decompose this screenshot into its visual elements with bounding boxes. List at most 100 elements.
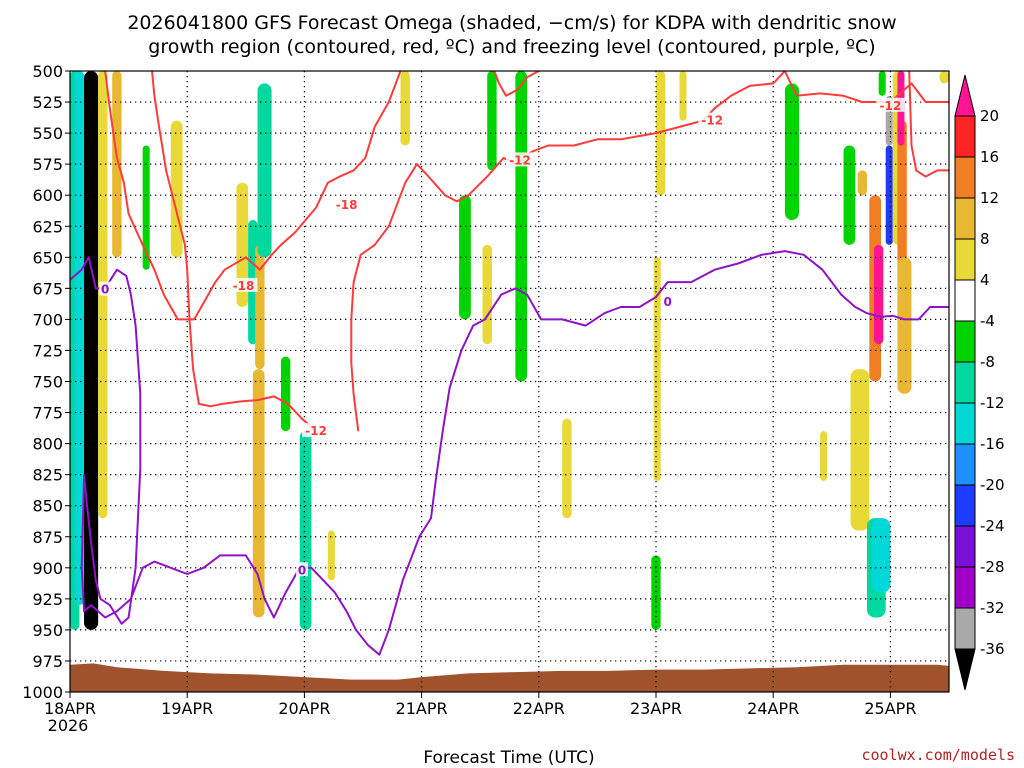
omega-shade-24 (679, 71, 687, 121)
y-tick-label-825: 825 (32, 466, 63, 485)
y-tick-label-525: 525 (32, 93, 63, 112)
y-tick-label-625: 625 (32, 217, 63, 236)
omega-shade-29 (857, 170, 867, 196)
omega-shade-42 (939, 71, 949, 84)
contour-label-bg-6 (876, 97, 905, 112)
contour-label-5: -12 (701, 114, 723, 128)
omega-shade-7 (170, 120, 183, 258)
colorbar-label-9: -16 (980, 435, 1005, 453)
y-tick-label-725: 725 (32, 341, 63, 360)
omega-shade-32 (873, 244, 884, 345)
ground-surface (70, 663, 949, 692)
omega-shade-27 (843, 145, 856, 245)
y-tick-label-750: 750 (32, 373, 63, 392)
y-tick-label-675: 675 (32, 279, 63, 298)
contour-line--12-5 (783, 70, 949, 103)
omega-shade-13 (280, 356, 291, 432)
contour-line--12-4 (493, 70, 540, 97)
colorbar-label-13: -32 (980, 599, 1005, 617)
chart-title-line-2: growth region (contoured, red, ºC) and f… (148, 36, 875, 58)
contour-label-bg-3 (302, 423, 331, 438)
omega-shade-15 (327, 530, 335, 581)
y-tick-label-850: 850 (32, 497, 63, 516)
colorbar-bin-4 (954, 197, 976, 240)
colorbar-label-3: 12 (980, 189, 999, 207)
colorbar-label-4: 8 (980, 230, 990, 248)
chart-title-line-1: 2026041800 GFS Forecast Omega (shaded, −… (127, 12, 896, 34)
contour-layer (69, 70, 949, 656)
terrain-surface-layer (70, 663, 949, 692)
contour-label-layer: -18 -18 -12 -12 -12 -12 0 0 0 (99, 97, 905, 577)
omega-shading-layer (70, 71, 949, 630)
colorbar-bin-5 (954, 238, 976, 281)
x-tick-label-19APR: 19APR (161, 699, 213, 718)
contour-label-8: 0 (298, 563, 306, 577)
contour-label-bg-4 (506, 152, 535, 167)
colorbar-label-11: -24 (980, 517, 1005, 535)
contour-line--18-2 (151, 70, 317, 432)
y-tick-label-550: 550 (32, 124, 63, 143)
contour-label-1: -18 (336, 198, 358, 212)
colorbar-label-7: -8 (980, 353, 995, 371)
omega-shade-19 (487, 71, 497, 171)
x-tick-sublabel-18APR: 2026 (48, 716, 89, 735)
x-tick-label-18APR: 18APR (44, 699, 96, 718)
colorbar-bin-6 (954, 279, 976, 322)
colorbar-label-8: -12 (980, 394, 1005, 412)
y-tick-label-925: 925 (32, 590, 63, 609)
colorbar-bin-3 (954, 156, 976, 199)
omega-shade-25 (651, 555, 661, 630)
colorbar-bin-11 (954, 484, 976, 527)
contour-label-6: -12 (880, 99, 902, 113)
x-axis-label: Forecast Time (UTC) (423, 748, 594, 768)
contour-label-4: -12 (509, 153, 531, 167)
x-tick-label-21APR: 21APR (396, 699, 448, 718)
x-tick-label-20APR: 20APR (278, 699, 330, 718)
colorbar-label-10: -20 (980, 476, 1005, 494)
y-tick-label-700: 700 (32, 310, 63, 329)
contour-label-bg-1 (332, 197, 361, 212)
omega-shade-28 (820, 431, 828, 481)
colorbar-bin-1 (954, 74, 976, 117)
y-tick-label-800: 800 (32, 435, 63, 454)
colorbar-label-6: -4 (980, 312, 995, 330)
colorbar-bin-7 (954, 320, 976, 363)
omega-shade-5 (112, 71, 122, 258)
contour-label-7: 0 (101, 283, 109, 297)
contour-label-bg-9 (661, 294, 674, 309)
omega-shade-41 (897, 257, 912, 394)
contour-label-bg-7 (99, 281, 112, 296)
omega-shade-30 (850, 369, 870, 531)
omega-shade-26 (784, 83, 799, 221)
omega-shade-35 (871, 518, 891, 593)
contour-label-bg-5 (698, 112, 727, 127)
x-tick-label-23APR: 23APR (630, 699, 682, 718)
contour-line-0-8 (80, 250, 949, 656)
y-tick-label-600: 600 (32, 186, 63, 205)
omega-shade-6 (142, 145, 150, 270)
colorbar-bin-14 (954, 607, 976, 650)
y-tick-label-1000: 1000 (22, 683, 63, 702)
y-tick-label-950: 950 (32, 621, 63, 640)
plot-area (70, 71, 949, 692)
colorbar-bin-13 (954, 566, 976, 609)
contour-line-0-7 (69, 256, 142, 625)
y-tick-label-900: 900 (32, 559, 63, 578)
omega-shade-22 (653, 257, 661, 481)
omega-shade-14 (299, 431, 312, 630)
omega-shade-11 (257, 83, 272, 258)
x-tick-label-25APR: 25APR (864, 699, 916, 718)
colorbar-label-5: 4 (980, 271, 990, 289)
pressure-axis: 500 525 550 575 600 625 650 675 700 725 750 775 800 8… (22, 62, 70, 702)
y-tick-label-975: 975 (32, 652, 63, 671)
omega-shade-8 (236, 182, 249, 307)
x-tick-label-24APR: 24APR (747, 699, 799, 718)
omega-shade-10 (255, 244, 265, 370)
y-tick-label-650: 650 (32, 248, 63, 267)
grid-layer (70, 71, 949, 692)
y-tick-label-875: 875 (32, 528, 63, 547)
y-tick-label-775: 775 (32, 404, 63, 423)
contour-line--18-1 (104, 70, 402, 321)
